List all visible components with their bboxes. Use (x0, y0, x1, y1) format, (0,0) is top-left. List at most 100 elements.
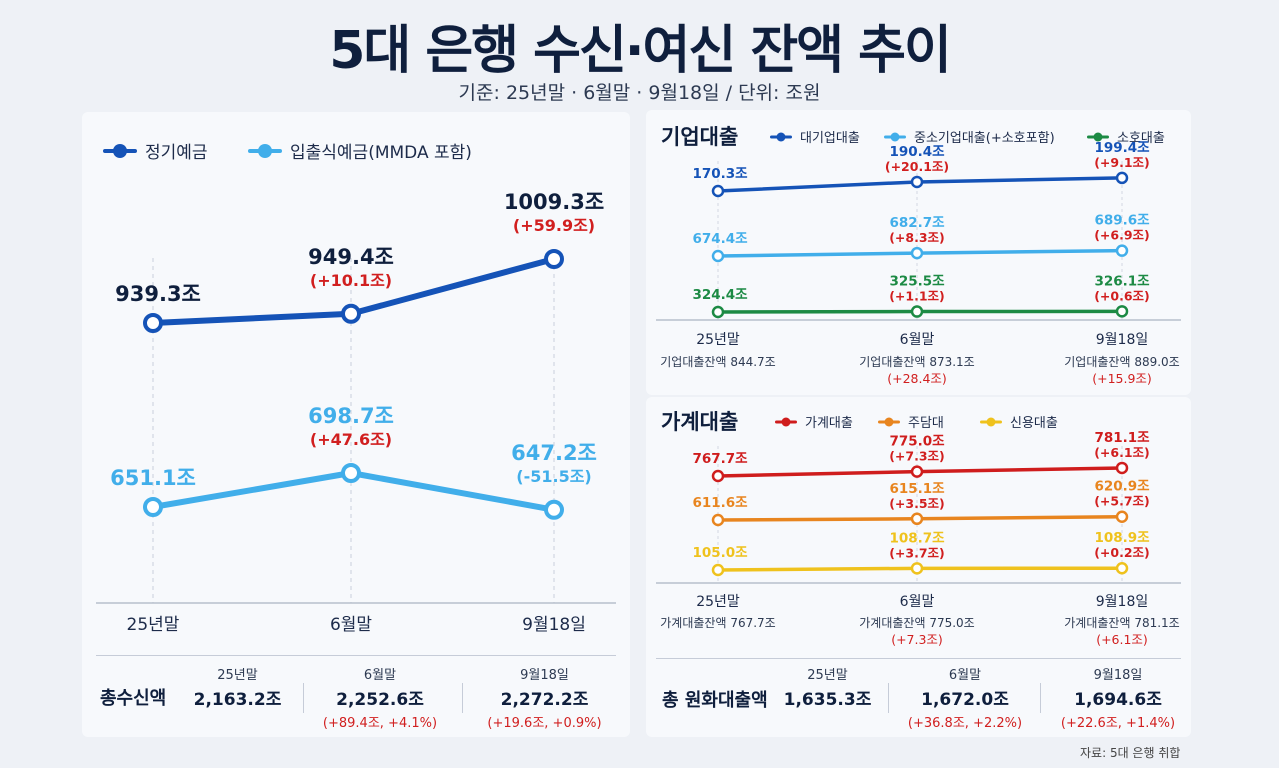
data-change-label: (+9.1조) (1094, 155, 1150, 170)
data-point (1115, 244, 1129, 257)
data-change-label: (+47.6조) (310, 430, 392, 449)
subtotal-label: 기업대출잔액 873.1조 (859, 355, 974, 369)
data-point (711, 249, 725, 263)
data-label: 949.4조 (308, 245, 394, 269)
data-change-label: (+10.1조) (310, 271, 392, 290)
data-point (910, 465, 924, 478)
data-label: 108.7조 (889, 530, 945, 546)
data-label: 682.7조 (889, 215, 945, 231)
data-change-label: (+0.2조) (1094, 545, 1150, 560)
legend-label: 소호대출 (1117, 131, 1165, 146)
data-point (1115, 510, 1129, 523)
data-change-label: (+0.6조) (1094, 288, 1150, 303)
data-label: 689.6조 (1094, 213, 1150, 229)
x-tick-label: 9월18일 (1096, 594, 1148, 610)
data-point (910, 175, 924, 189)
summary-change: (+19.6조, +0.9%) (487, 716, 602, 731)
summary-period: 25년말 (807, 668, 848, 683)
data-point (1115, 305, 1129, 318)
data-label: 698.7조 (308, 404, 394, 428)
data-label: 781.1조 (1094, 430, 1150, 446)
x-tick-label: 9월18일 (1096, 332, 1148, 348)
subtotal-label: 가계대출잔액 781.1조 (1064, 616, 1179, 630)
x-tick-label: 6월말 (330, 615, 372, 635)
data-change-label: (+7.3조) (889, 449, 945, 464)
data-label: 620.9조 (1094, 479, 1150, 495)
subtotal-label: 가계대출잔액 767.7조 (660, 616, 775, 630)
legend-household: 가계대출 (775, 412, 853, 431)
summary-period: 6월말 (948, 668, 982, 683)
page-title: 5대 은행 수신·여신 잔액 추이 (329, 21, 952, 81)
data-label: 674.4조 (692, 231, 748, 247)
legend-large-corp: 대기업대출 (770, 127, 860, 146)
data-label: 108.9조 (1094, 530, 1150, 546)
total-loan-label: 총 원화대출액 (662, 690, 768, 711)
summary-col-1: 25년말 2,163.2조 (190, 664, 285, 710)
data-point (711, 305, 725, 319)
x-tick-label: 9월18일 (522, 615, 586, 635)
data-change-label: (+20.1조) (885, 159, 949, 174)
data-point (544, 249, 564, 269)
data-change-label: (+59.9조) (513, 216, 595, 235)
summary-value: 2,252.6조 (336, 690, 424, 710)
data-point (711, 513, 725, 527)
summary-value: 2,163.2조 (193, 690, 282, 710)
data-point (341, 303, 361, 324)
data-point (910, 562, 924, 575)
legend-line-icon (884, 131, 906, 143)
data-point (544, 499, 564, 520)
data-change-label: (+3.7조) (889, 545, 945, 560)
subtotal-change: (+6.1조) (1096, 632, 1148, 647)
legend-label: 입출식예금(MMDA 포함) (290, 143, 472, 163)
deposit-panel (82, 112, 630, 737)
data-point (341, 463, 361, 483)
data-point (910, 246, 924, 260)
legend-time-deposit: 정기예금 (103, 138, 208, 163)
data-label: 190.4조 (889, 144, 945, 160)
total-deposit-label: 총수신액 (100, 688, 167, 709)
x-tick-label: 6월말 (900, 332, 935, 348)
legend-label: 주담대 (908, 416, 944, 431)
data-point (1115, 561, 1129, 575)
page-subtitle: 기준: 25년말 · 6월말 · 9월18일 / 단위: 조원 (458, 82, 821, 104)
data-label: 647.2조 (511, 441, 597, 465)
data-point (711, 469, 725, 483)
data-label: 170.3조 (692, 166, 748, 182)
legend-soho: 소호대출 (1087, 127, 1165, 146)
divider (96, 655, 616, 656)
summary-value: 2,272.2조 (500, 690, 589, 710)
data-change-label: (+3.5조) (889, 496, 945, 511)
summary-col-2: 6월말 1,672.0조 (+36.8조, +2.2%) (895, 664, 1035, 731)
legend-label: 가계대출 (805, 416, 853, 431)
divider (656, 658, 1181, 659)
summary-period: 9월18일 (1093, 668, 1143, 683)
data-change-label: (+8.3조) (889, 230, 945, 245)
legend-sme: 중소기업대출(+소호포함) (884, 127, 1055, 146)
legend-line-icon (878, 416, 900, 428)
legend-label: 정기예금 (145, 143, 208, 163)
summary-value: 1,635.3조 (783, 690, 872, 710)
summary-period: 25년말 (217, 668, 258, 683)
divider (1040, 683, 1041, 713)
data-point (1115, 171, 1129, 185)
data-label: 939.3조 (115, 282, 201, 306)
subtotal-label: 기업대출잔액 889.0조 (1064, 355, 1179, 369)
summary-change: (+36.8조, +2.2%) (907, 716, 1023, 731)
data-point (910, 305, 924, 318)
data-change-label: (+1.1조) (889, 289, 945, 304)
data-point (1115, 461, 1129, 475)
data-change-label: (+6.1조) (1094, 445, 1150, 460)
household-loan-title: 가계대출 (661, 410, 739, 434)
data-label: 1009.3조 (504, 190, 604, 214)
subtotal-change: (+15.9조) (1092, 371, 1152, 386)
data-label: 767.7조 (692, 451, 748, 467)
summary-col-3: 9월18일 2,272.2조 (+19.6조, +0.9%) (472, 664, 617, 731)
data-point (711, 184, 725, 198)
legend-label: 중소기업대출(+소호포함) (914, 131, 1055, 146)
legend-line-icon (775, 416, 797, 428)
summary-value: 1,672.0조 (921, 690, 1009, 710)
subtotal-change: (+28.4조) (887, 371, 947, 386)
data-label: 199.4조 (1094, 140, 1150, 156)
summary-change: (+89.4조, +4.1%) (322, 716, 438, 731)
